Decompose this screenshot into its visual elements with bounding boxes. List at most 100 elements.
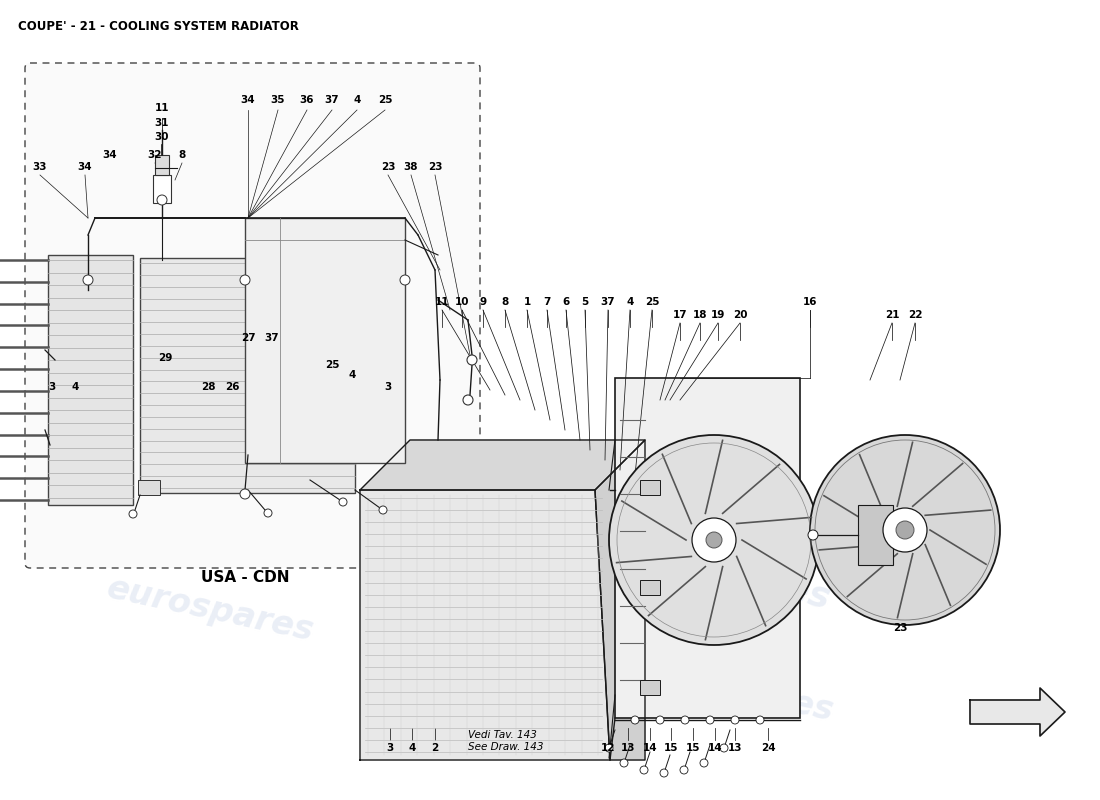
Circle shape (339, 498, 346, 506)
Text: 9: 9 (480, 297, 486, 307)
Text: 34: 34 (102, 150, 118, 160)
Text: COUPE' - 21 - COOLING SYSTEM RADIATOR: COUPE' - 21 - COOLING SYSTEM RADIATOR (18, 20, 299, 33)
Circle shape (732, 716, 739, 724)
Text: eurospares: eurospares (120, 194, 350, 286)
Text: 35: 35 (271, 95, 285, 105)
Circle shape (609, 435, 820, 645)
Text: 17: 17 (673, 310, 688, 320)
Circle shape (681, 716, 689, 724)
Text: 30: 30 (155, 132, 169, 142)
Text: 4: 4 (72, 382, 79, 392)
Circle shape (264, 509, 272, 517)
Bar (640, 680, 660, 695)
Text: 29: 29 (157, 353, 173, 363)
Text: 32: 32 (147, 150, 163, 160)
Circle shape (756, 716, 764, 724)
Circle shape (240, 489, 250, 499)
Text: 37: 37 (601, 297, 615, 307)
Text: 1: 1 (524, 297, 530, 307)
Text: 25: 25 (324, 360, 339, 370)
Circle shape (706, 716, 714, 724)
Text: 23: 23 (893, 623, 907, 633)
Circle shape (720, 744, 728, 752)
Bar (153, 175, 170, 203)
Circle shape (468, 355, 477, 365)
Circle shape (400, 275, 410, 285)
Bar (640, 580, 660, 595)
Bar (140, 258, 355, 493)
Circle shape (82, 275, 94, 285)
Text: 14: 14 (642, 743, 658, 753)
Text: 3: 3 (386, 743, 394, 753)
Circle shape (700, 759, 708, 767)
Text: 37: 37 (265, 333, 279, 343)
Text: 7: 7 (543, 297, 551, 307)
Bar (858, 505, 893, 565)
Text: 18: 18 (693, 310, 707, 320)
Circle shape (620, 759, 628, 767)
Circle shape (660, 769, 668, 777)
Text: 5: 5 (582, 297, 588, 307)
Circle shape (692, 518, 736, 562)
Text: 26: 26 (224, 382, 240, 392)
Text: 34: 34 (78, 162, 92, 172)
Text: 10: 10 (454, 297, 470, 307)
Text: 37: 37 (324, 95, 339, 105)
Text: 22: 22 (908, 310, 922, 320)
Circle shape (896, 521, 914, 539)
Bar (615, 378, 800, 718)
Polygon shape (360, 440, 645, 490)
Text: 23: 23 (381, 162, 395, 172)
Text: 19: 19 (711, 310, 725, 320)
Bar (640, 480, 660, 495)
Text: 2: 2 (431, 743, 439, 753)
Text: eurospares: eurospares (103, 572, 317, 648)
Text: 34: 34 (241, 95, 255, 105)
Text: 23: 23 (428, 162, 442, 172)
Text: 31: 31 (155, 118, 169, 128)
Circle shape (240, 275, 250, 285)
Text: 14: 14 (707, 743, 723, 753)
Circle shape (706, 532, 722, 548)
Text: 20: 20 (733, 310, 747, 320)
Polygon shape (970, 688, 1065, 736)
Text: eurospares: eurospares (605, 524, 835, 616)
Circle shape (631, 716, 639, 724)
Text: 15: 15 (663, 743, 679, 753)
Text: 8: 8 (178, 150, 186, 160)
Text: 8: 8 (502, 297, 508, 307)
Text: 16: 16 (803, 297, 817, 307)
FancyBboxPatch shape (25, 63, 480, 568)
Text: 4: 4 (349, 370, 355, 380)
Text: 3: 3 (384, 382, 392, 392)
Bar (138, 480, 160, 495)
Circle shape (640, 766, 648, 774)
Text: 15: 15 (685, 743, 701, 753)
Text: 11: 11 (434, 297, 449, 307)
Text: Vedi Tav. 143
See Draw. 143: Vedi Tav. 143 See Draw. 143 (468, 730, 543, 752)
Text: 21: 21 (884, 310, 900, 320)
Text: 4: 4 (408, 743, 416, 753)
Text: 28: 28 (200, 382, 216, 392)
Polygon shape (595, 440, 645, 760)
Bar (48, 255, 133, 505)
Bar (155, 155, 169, 175)
Circle shape (808, 530, 818, 540)
Circle shape (463, 395, 473, 405)
Text: eurospares: eurospares (624, 652, 837, 728)
Text: 27: 27 (241, 333, 255, 343)
Circle shape (883, 508, 927, 552)
Text: 36: 36 (299, 95, 315, 105)
Text: 25: 25 (645, 297, 659, 307)
Circle shape (656, 716, 664, 724)
Text: 3: 3 (48, 382, 56, 392)
Text: USA - CDN: USA - CDN (200, 570, 289, 585)
Text: 4: 4 (626, 297, 634, 307)
Circle shape (680, 766, 688, 774)
Bar (245, 218, 405, 463)
Text: 11: 11 (155, 103, 169, 113)
Text: 38: 38 (404, 162, 418, 172)
Text: 13: 13 (728, 743, 743, 753)
Circle shape (810, 435, 1000, 625)
Circle shape (157, 195, 167, 205)
